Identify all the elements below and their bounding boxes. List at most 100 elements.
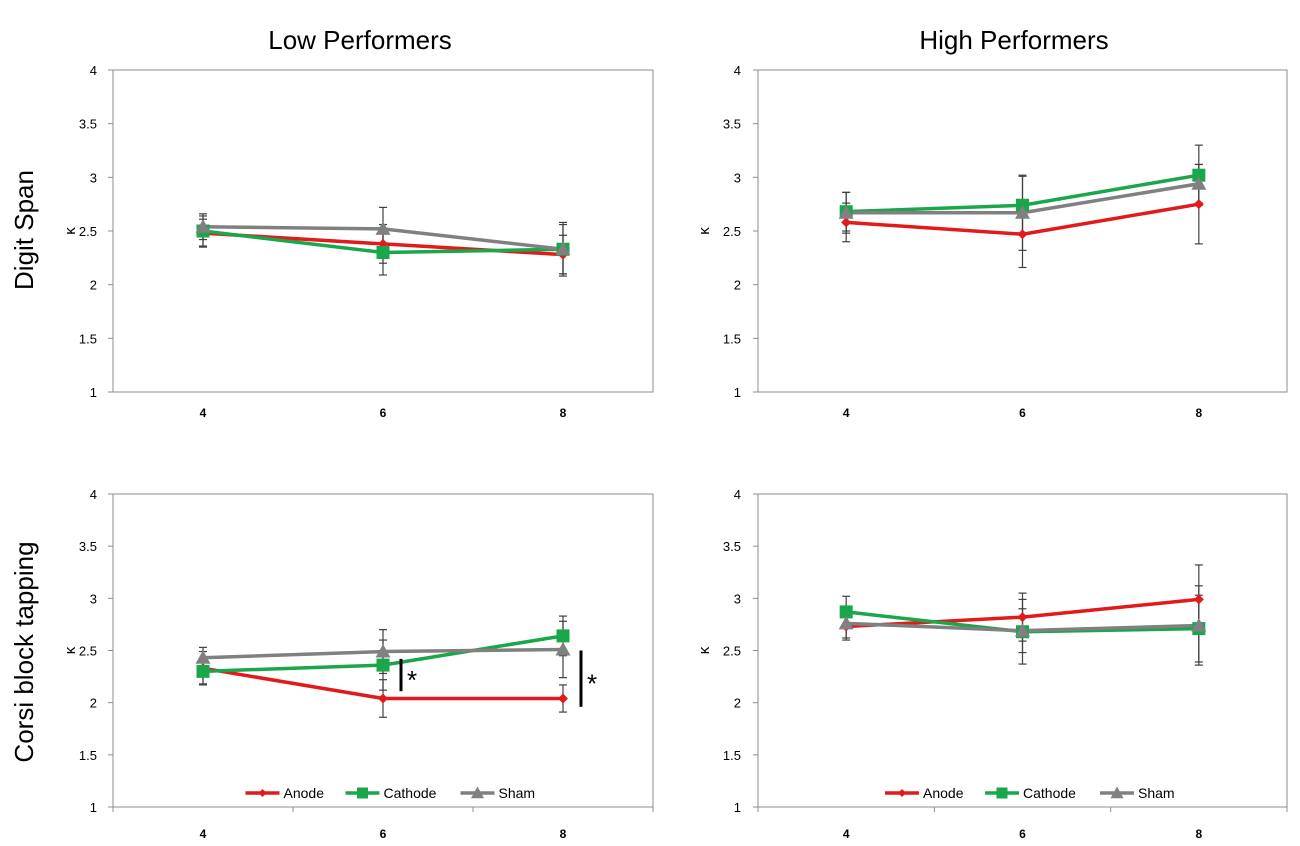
x-tick-label: 6 <box>1019 406 1026 420</box>
data-point-sham <box>375 644 391 658</box>
y-tick-label: 2.5 <box>723 224 741 239</box>
x-tick-label: 4 <box>843 827 850 841</box>
data-point-anode <box>1017 612 1028 623</box>
x-tick-label: 4 <box>200 827 207 841</box>
significance-marker: * <box>407 665 417 695</box>
data-point-anode <box>1017 229 1028 240</box>
y-tick-label: 2.5 <box>79 224 97 239</box>
data-point-anode <box>1193 199 1204 210</box>
x-tick-label: 6 <box>380 827 387 841</box>
y-tick-label: 3.5 <box>723 539 741 554</box>
x-tick-label: 8 <box>1195 827 1202 841</box>
legend-marker-anode <box>258 789 267 797</box>
legend-label-cathode: Cathode <box>1023 785 1076 801</box>
legend-item-sham: Sham <box>1100 785 1175 801</box>
data-point-sham <box>555 641 571 656</box>
legend-marker-sham <box>1110 786 1124 799</box>
row-label-corsi: Corsi block tapping <box>9 541 39 762</box>
x-tick-label: 4 <box>200 406 207 420</box>
y-tick-label: 2 <box>90 696 97 711</box>
y-tick-label: 1 <box>90 385 97 400</box>
data-point-sham <box>195 219 211 233</box>
data-point-cathode <box>839 605 853 619</box>
data-point-sham <box>838 205 854 219</box>
data-point-sham <box>1191 617 1207 632</box>
data-point-cathode <box>1016 198 1029 212</box>
y-tick-label: 1 <box>90 800 97 815</box>
y-tick-label: 3.5 <box>723 117 741 132</box>
y-tick-label: 1.5 <box>723 331 741 346</box>
y-axis-label: κ <box>62 227 79 235</box>
y-tick-label: 3 <box>734 591 741 606</box>
data-point-sham <box>1015 623 1030 637</box>
y-tick-label: 2 <box>734 696 741 711</box>
x-tick-label: 8 <box>560 827 567 841</box>
data-point-anode <box>1193 594 1204 605</box>
y-axis-label: κ <box>62 646 79 654</box>
data-point-anode <box>558 693 568 704</box>
y-tick-label: 3 <box>90 591 97 606</box>
panel-digit-span-low: 1 1.5 2 2.5 3 3.5 4 4 6 8 κ <box>62 63 654 420</box>
data-point-cathode <box>1192 168 1206 182</box>
y-tick-label: 3 <box>734 170 741 185</box>
legend-label-sham: Sham <box>499 785 536 801</box>
data-point-cathode <box>196 664 210 678</box>
legend-item-anode: Anode <box>245 785 325 801</box>
legend: Anode Cathode Sham <box>245 785 536 801</box>
y-axis-label: κ <box>696 227 713 235</box>
x-tick-label: 6 <box>380 406 387 420</box>
y-tick-label: 2.5 <box>79 644 97 659</box>
data-point-cathode <box>376 658 390 672</box>
data-point-anode <box>841 217 852 228</box>
y-tick-label: 4 <box>734 487 741 502</box>
data-point-sham <box>1015 205 1030 219</box>
y-tick-label: 3.5 <box>79 539 97 554</box>
legend-marker-cathode <box>357 787 368 799</box>
legend-marker-anode <box>898 789 906 797</box>
column-title-low: Low Performers <box>268 25 452 55</box>
significance-marker: * <box>587 669 597 699</box>
y-tick-label: 3.5 <box>79 117 97 132</box>
y-tick-label: 3 <box>90 170 97 185</box>
legend-item-anode: Anode <box>885 785 964 801</box>
y-tick-label: 1.5 <box>723 748 741 763</box>
y-tick-label: 4 <box>90 63 97 78</box>
legend-label-sham: Sham <box>1138 785 1175 801</box>
data-point-cathode <box>556 629 570 643</box>
column-title-high: High Performers <box>919 25 1108 55</box>
legend: Anode Cathode Sham <box>885 785 1175 801</box>
x-tick-label: 8 <box>1195 406 1202 420</box>
data-point-sham <box>1191 176 1207 190</box>
data-point-sham <box>375 221 391 235</box>
x-tick-label: 8 <box>560 406 567 420</box>
y-tick-label: 1 <box>734 800 741 815</box>
y-tick-label: 1.5 <box>79 748 97 763</box>
y-tick-label: 2 <box>90 278 97 293</box>
data-point-anode <box>378 693 388 704</box>
legend-marker-cathode <box>996 787 1008 799</box>
y-tick-label: 2 <box>734 278 741 293</box>
y-tick-label: 1 <box>734 385 741 400</box>
data-point-sham <box>195 650 211 664</box>
row-label-digit-span: Digit Span <box>9 170 39 290</box>
panel-corsi-low: 1 1.5 2 2.5 3 3.5 4 4 6 8 κ * * Anode Cathode Sham <box>62 487 654 841</box>
x-tick-label: 6 <box>1019 827 1026 841</box>
x-tick-label: 4 <box>843 406 850 420</box>
y-tick-label: 1.5 <box>79 331 97 346</box>
legend-item-sham: Sham <box>460 785 536 801</box>
y-axis-label: κ <box>696 646 713 654</box>
legend-label-anode: Anode <box>284 785 325 801</box>
legend-item-cathode: Cathode <box>345 785 437 801</box>
panel-digit-span-high: 1 1.5 2 2.5 3 3.5 4 4 6 8 κ <box>696 63 1288 420</box>
data-point-sham <box>838 615 854 630</box>
data-point-cathode <box>376 245 390 259</box>
legend-label-anode: Anode <box>923 785 964 801</box>
y-tick-label: 4 <box>734 63 741 78</box>
legend-marker-sham <box>471 786 484 799</box>
legend-item-cathode: Cathode <box>985 785 1076 801</box>
panel-corsi-high: 1 1.5 2 2.5 3 3.5 4 4 6 8 κ Anode Cathode Sham <box>696 487 1288 841</box>
y-tick-label: 4 <box>90 487 97 502</box>
legend-label-cathode: Cathode <box>384 785 437 801</box>
y-tick-label: 2.5 <box>723 644 741 659</box>
